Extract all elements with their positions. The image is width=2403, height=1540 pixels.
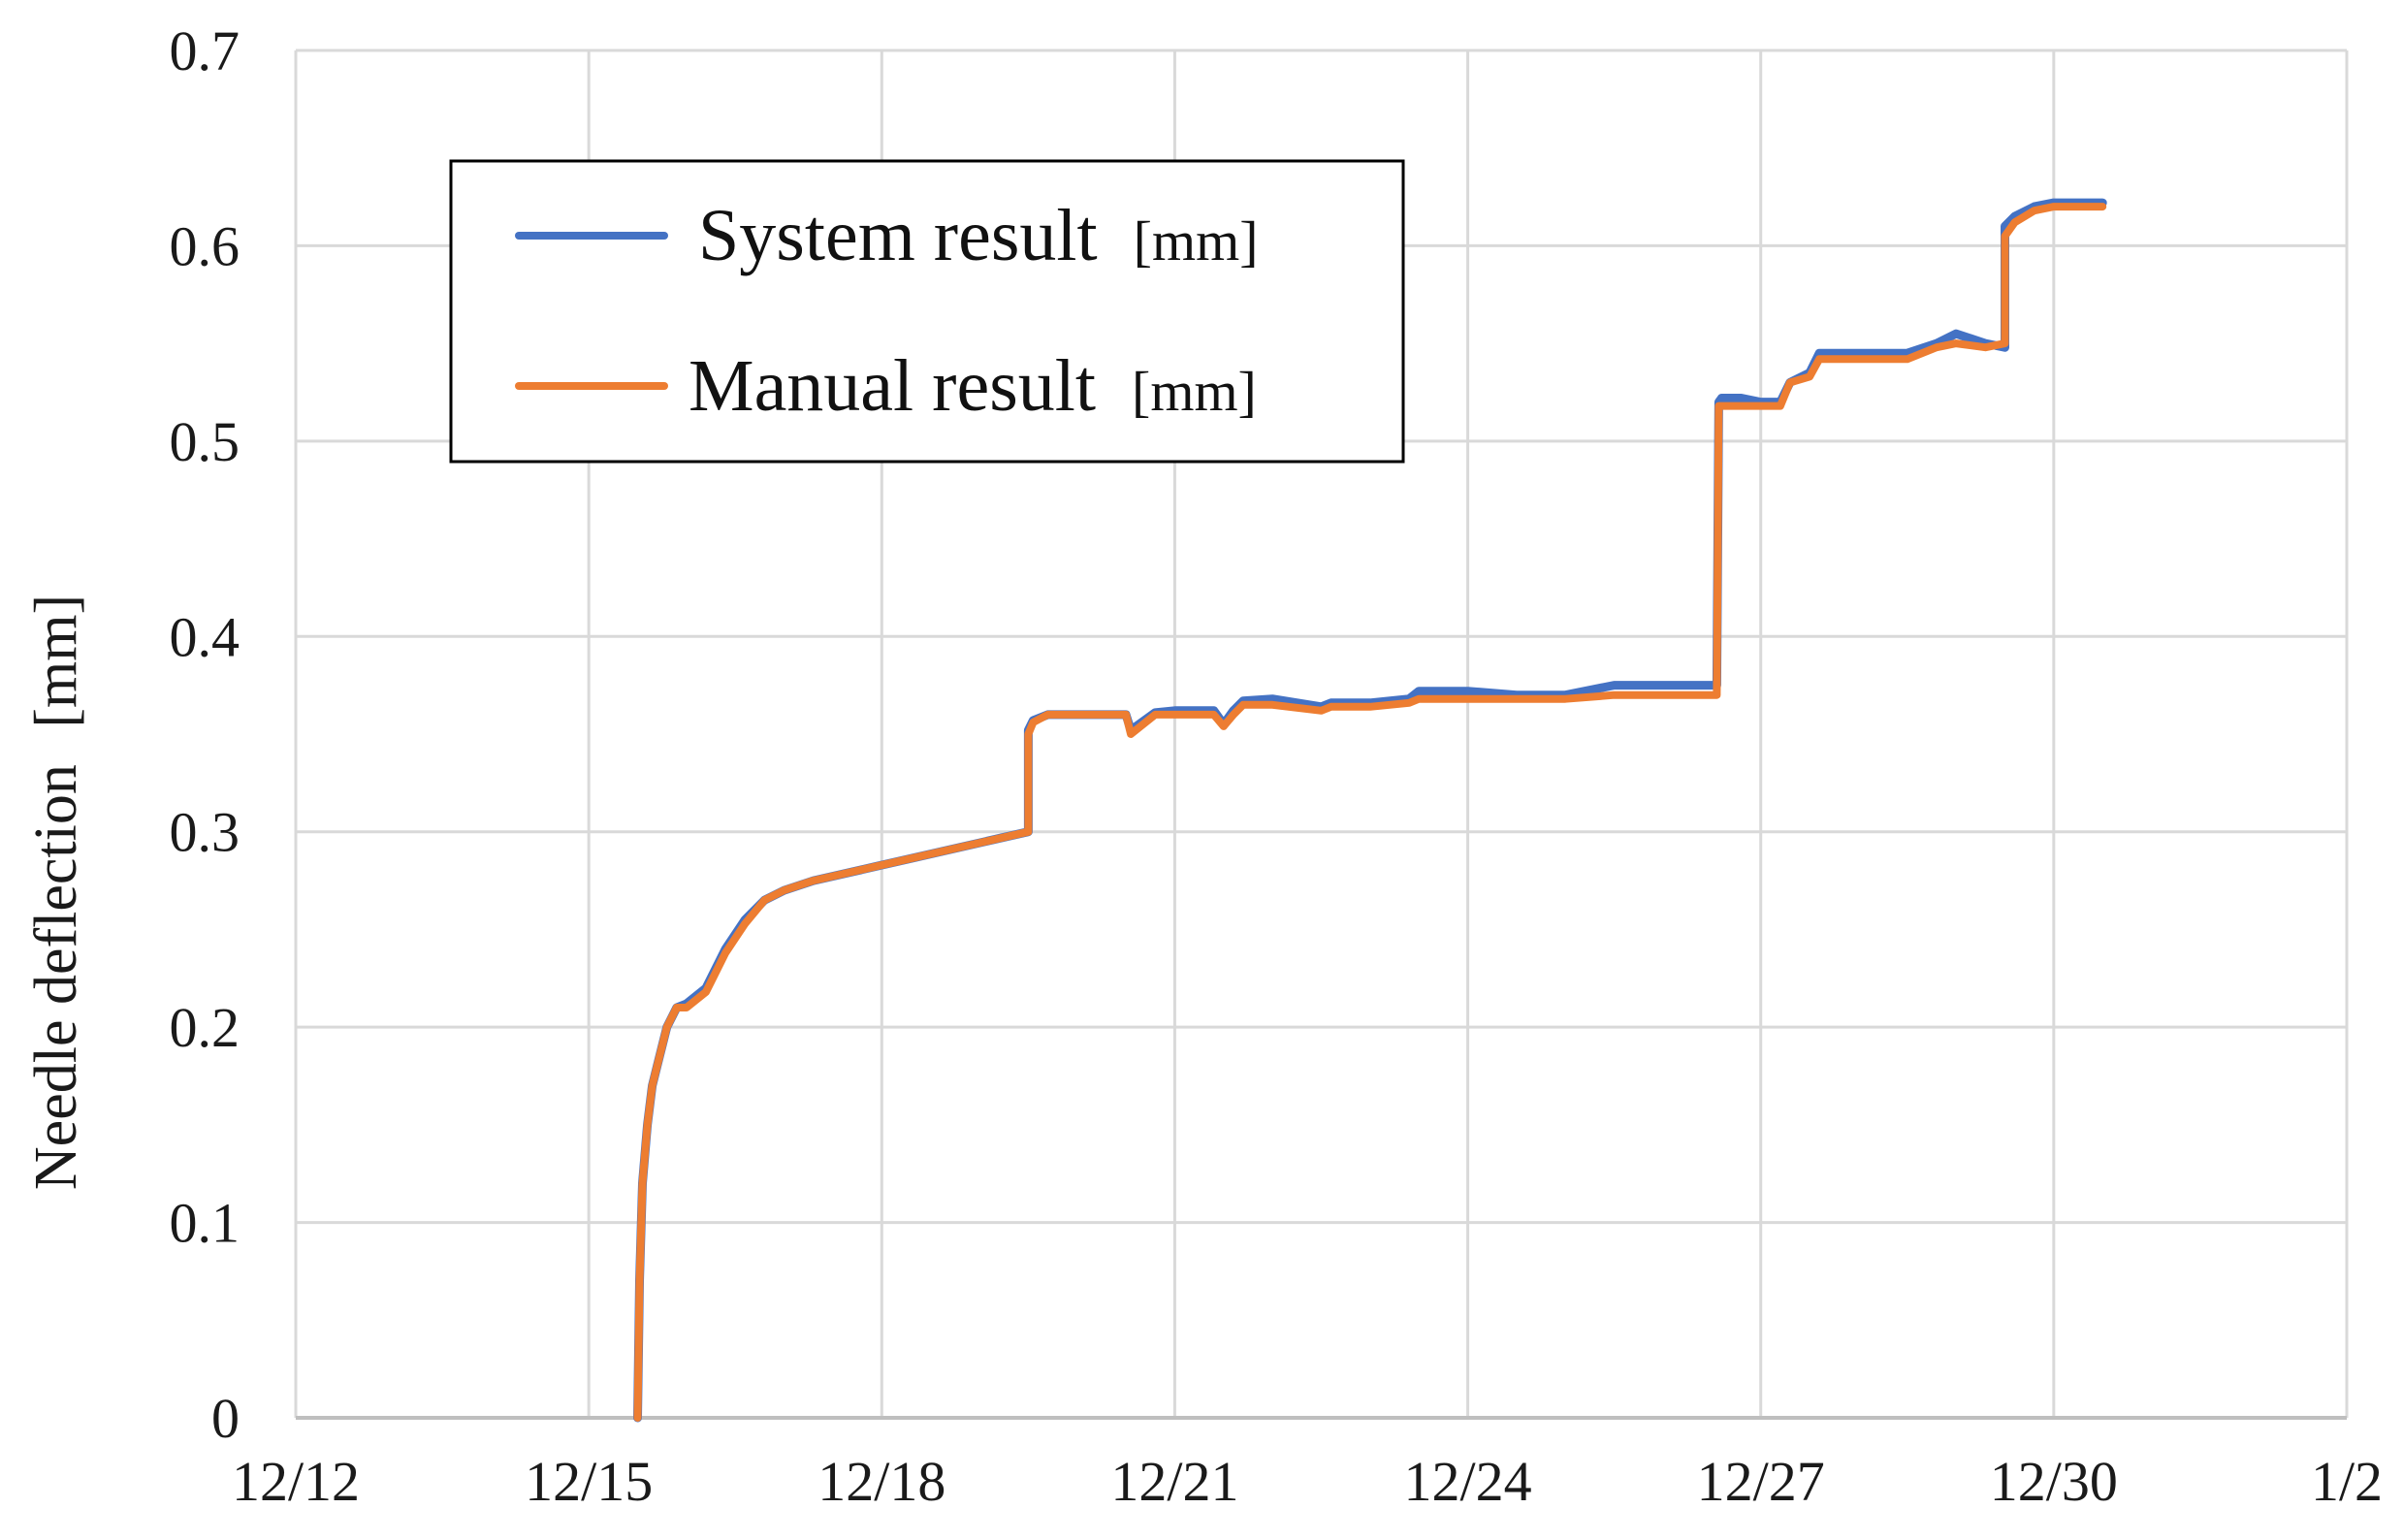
x-tick-label: 12/27 bbox=[1697, 1450, 1825, 1513]
x-tick-label: 12/21 bbox=[1110, 1450, 1238, 1513]
legend-label-system-unit: [mm] bbox=[1134, 209, 1259, 273]
series-line-manual-result bbox=[633, 203, 2107, 1422]
y-tick-label: 0.4 bbox=[170, 605, 240, 668]
y-tick-label: 0.3 bbox=[170, 801, 240, 864]
y-axis-title-unit: [mm] bbox=[23, 594, 89, 728]
legend: System result [mm] Manual result [mm] bbox=[449, 159, 1405, 464]
legend-label-manual-unit: [mm] bbox=[1132, 360, 1257, 423]
y-tick-label: 0.5 bbox=[170, 410, 240, 473]
y-axis-title-text: Needle deflection bbox=[23, 764, 89, 1190]
y-tick-label: 0.1 bbox=[170, 1192, 240, 1255]
legend-label-manual: Manual result [mm] bbox=[689, 345, 1257, 427]
y-axis-title: Needle deflection [mm] bbox=[23, 594, 89, 1190]
y-tick-label: 0.7 bbox=[170, 19, 240, 82]
x-tick-label: 12/30 bbox=[1990, 1450, 2118, 1513]
legend-label-manual-text: Manual result bbox=[689, 345, 1096, 427]
x-tick-label: 12/12 bbox=[232, 1450, 360, 1513]
x-tick-label: 12/24 bbox=[1404, 1450, 1532, 1513]
y-tick-label: 0.2 bbox=[170, 996, 240, 1059]
y-tick-label: 0.6 bbox=[170, 214, 240, 277]
legend-label-system-text: System result bbox=[698, 195, 1098, 276]
legend-box bbox=[449, 159, 1405, 464]
series-layer bbox=[633, 198, 2107, 1423]
x-tick-label: 12/15 bbox=[525, 1450, 653, 1513]
x-tick-label: 1/2 bbox=[2311, 1450, 2383, 1513]
legend-label-system: System result [mm] bbox=[698, 195, 1259, 276]
y-tick-label: 0 bbox=[211, 1387, 240, 1450]
x-tick-label: 12/18 bbox=[817, 1450, 945, 1513]
tick-labels: 0 0.1 0.2 0.3 0.4 0.5 0.6 0.7 12/12 12/15 12/18 12/… bbox=[170, 19, 2384, 1513]
